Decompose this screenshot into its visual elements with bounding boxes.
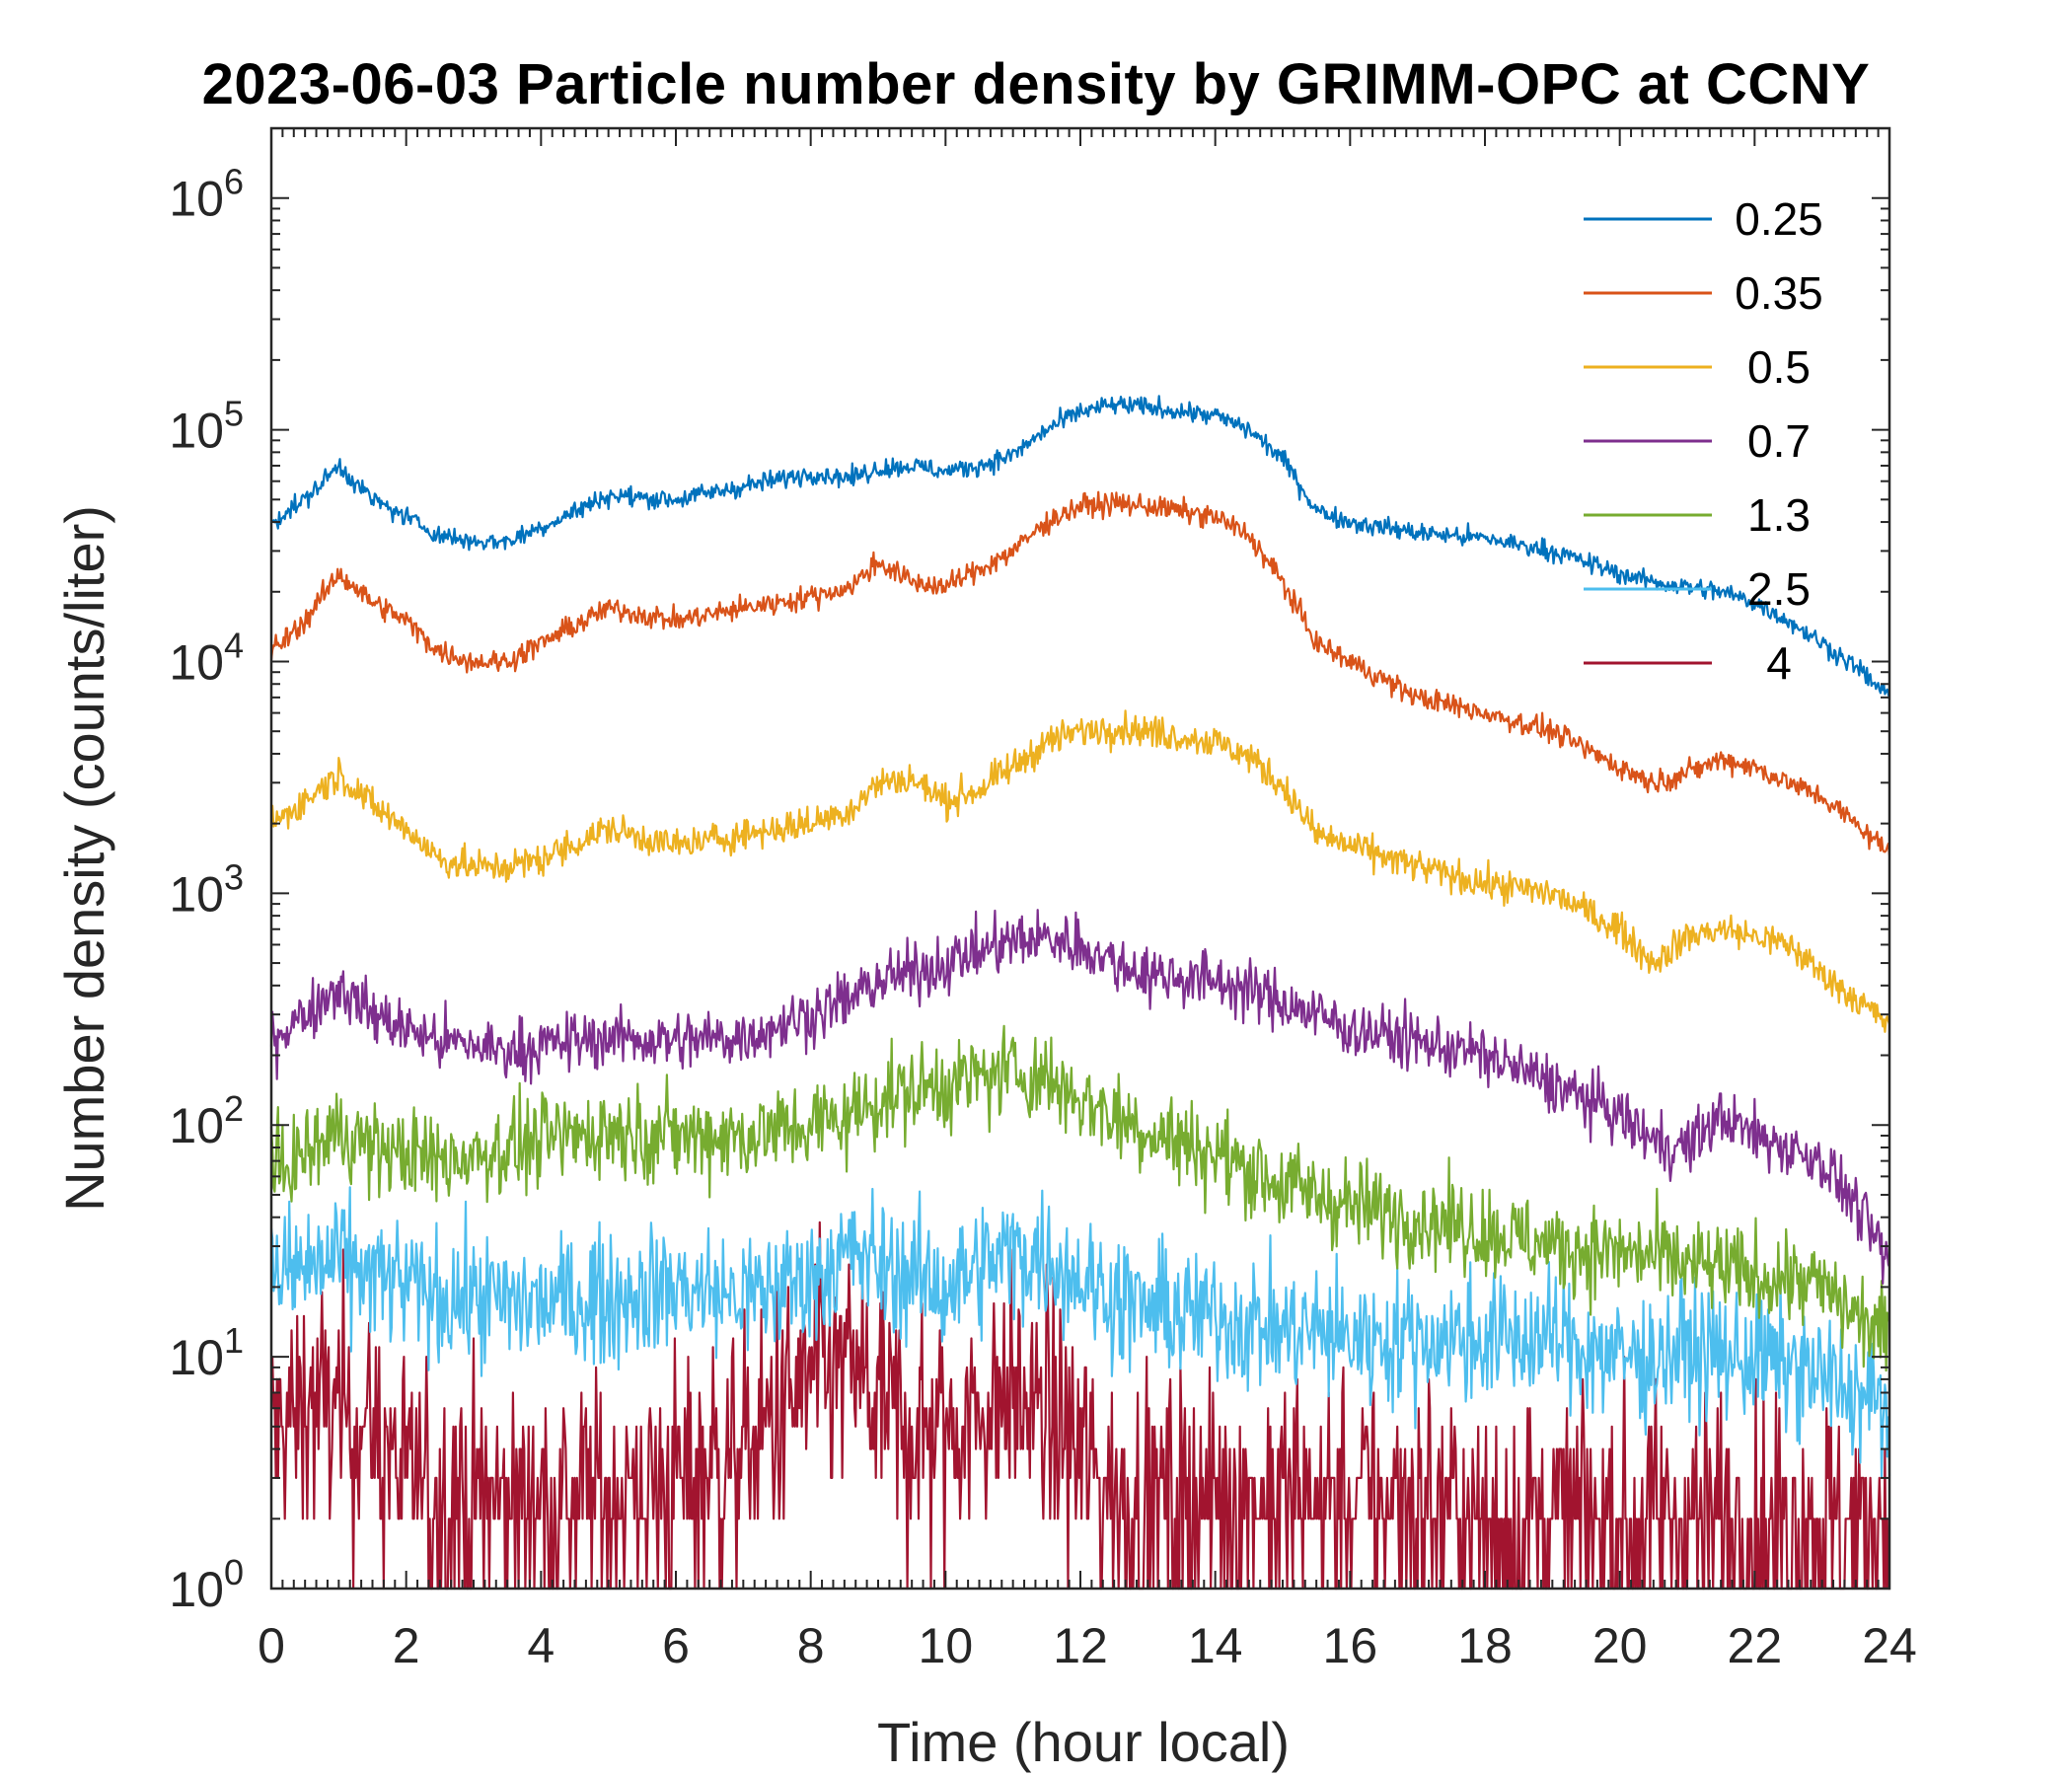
x-tick-label: 16 [1323, 1618, 1378, 1673]
x-tick-label: 20 [1592, 1618, 1648, 1673]
y-axis-label: Number density (counts/liter) [53, 505, 115, 1212]
series-line-1.3 [269, 1024, 1891, 1372]
x-tick-label: 18 [1457, 1618, 1513, 1673]
legend-label-0.35: 0.35 [1735, 267, 1823, 319]
series-line-0.25 [270, 395, 1891, 700]
legend: 0.25 0.35 0.5 0.7 1.3 2.5 4 [1584, 193, 1823, 689]
x-tick-label: 14 [1188, 1618, 1243, 1673]
series-line-2.5 [269, 1186, 1891, 1479]
x-axis-label: Time (hour local) [877, 1711, 1290, 1773]
x-tick-label: 8 [797, 1618, 825, 1673]
series-line-0.7 [269, 909, 1890, 1286]
series-line-0.35 [269, 490, 1891, 856]
y-tick-label: 104 [169, 625, 244, 690]
legend-label-1.3: 1.3 [1747, 489, 1811, 541]
x-tick-label: 10 [919, 1618, 974, 1673]
x-tick-label: 22 [1728, 1618, 1783, 1673]
x-tick-label: 12 [1053, 1618, 1108, 1673]
x-tick-label: 0 [258, 1618, 285, 1673]
legend-label-2.5: 2.5 [1747, 563, 1811, 615]
legend-label-0.25: 0.25 [1735, 193, 1823, 245]
y-tick-label: 100 [169, 1552, 244, 1617]
x-tick-label: 24 [1862, 1618, 1917, 1673]
x-tick-label: 6 [662, 1618, 690, 1673]
ticks-layer: 0 2 4 6 8 10 12 14 16 18 20 22 241001011021031041051… [169, 126, 1917, 1673]
chart-title: 2023-06-03 Particle number density by GR… [201, 52, 1871, 116]
legend-label-4: 4 [1766, 637, 1792, 689]
legend-label-0.7: 0.7 [1747, 415, 1811, 467]
series-line-4 [271, 1221, 1890, 1591]
y-tick-label: 103 [169, 856, 244, 922]
series-layer [269, 395, 1891, 1591]
y-tick-label: 106 [169, 162, 244, 227]
series-line-0.5 [269, 709, 1891, 1033]
legend-label-0.5: 0.5 [1747, 341, 1811, 393]
y-tick-label: 101 [169, 1320, 244, 1385]
y-tick-label: 102 [169, 1088, 244, 1153]
x-tick-label: 2 [393, 1618, 420, 1673]
x-tick-label: 4 [527, 1618, 555, 1673]
y-tick-label: 105 [169, 394, 244, 459]
